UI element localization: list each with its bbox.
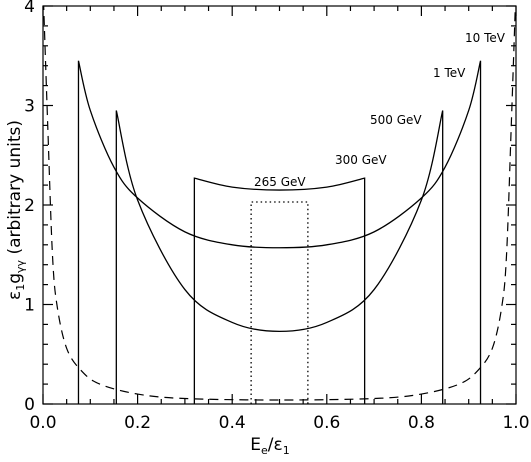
y-tick-label: 3 [24, 97, 35, 117]
x-tick-label: 1.0 [502, 413, 529, 433]
x-tick-label: 0.6 [313, 413, 340, 433]
label-1-tev: 1 TeV [433, 66, 466, 80]
y-tick-label: 0 [24, 395, 35, 415]
x-tick-label: 0.0 [29, 413, 56, 433]
label-500-gev: 500 GeV [370, 113, 422, 127]
y-tick-label: 1 [24, 296, 35, 316]
x-axis-label: Ee/ε1 [250, 435, 289, 457]
x-tick-label: 0.2 [124, 413, 151, 433]
series-10-tev [43, 6, 516, 401]
x-tick-label: 0.8 [408, 413, 435, 433]
y-axis-label: ε1gγγ (arbitrary units) [5, 120, 27, 300]
curves [43, 6, 516, 404]
series-265-gev [250, 201, 309, 404]
y-tick-label: 4 [24, 0, 35, 17]
label-300-gev: 300 GeV [335, 153, 387, 167]
series-1-tev [77, 60, 482, 404]
x-tick-label: 0.4 [219, 413, 246, 433]
tick-labels: 0.0 0.2 0.4 0.6 0.8 1.0 0 1 2 3 4 [24, 0, 529, 433]
label-265-gev: 265 GeV [254, 175, 306, 189]
series-500-gev [115, 110, 444, 404]
y-tick-label: 2 [24, 196, 35, 216]
series-300-gev [193, 177, 366, 404]
label-10-tev: 10 TeV [465, 31, 506, 45]
ticks [42, 5, 517, 405]
